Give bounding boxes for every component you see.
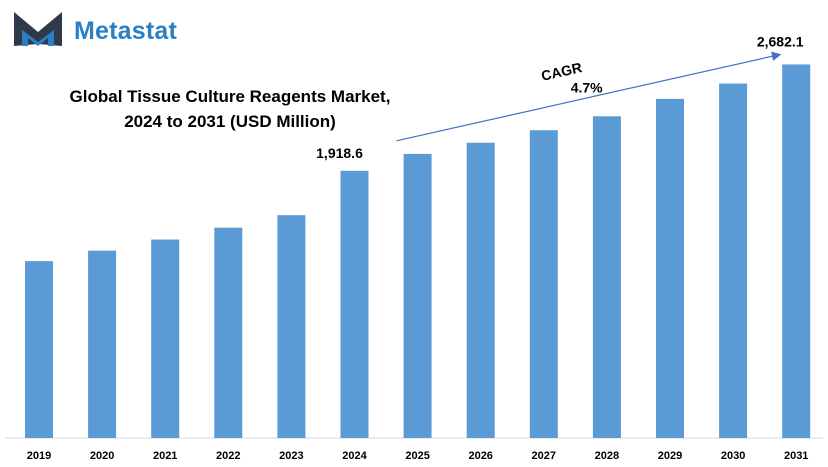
bar-2022 (214, 227, 243, 438)
x-tick-2022: 2022 (216, 450, 240, 462)
data-label-2031: 2,682.1 (757, 33, 804, 49)
metastat-m-logo-icon (14, 12, 62, 46)
x-tick-2028: 2028 (595, 450, 619, 462)
bar-2031 (782, 64, 811, 439)
bar-2030 (719, 83, 748, 439)
x-tick-2024: 2024 (342, 450, 367, 462)
x-tick-2026: 2026 (468, 450, 492, 462)
x-tick-2023: 2023 (279, 450, 303, 462)
chart-title-line2: 2024 to 2031 (USD Million) (124, 112, 336, 131)
chart-title-line1: Global Tissue Culture Reagents Market, (69, 87, 391, 106)
bar-2019 (25, 261, 53, 438)
x-tick-2031: 2031 (784, 450, 808, 462)
x-tick-2021: 2021 (153, 450, 177, 462)
data-labels: 1,918.6 2,682.1 (316, 33, 804, 160)
bar-2025 (403, 153, 432, 438)
bar-2029 (656, 98, 684, 438)
x-tick-2027: 2027 (532, 450, 556, 462)
cagr-value: 4.7% (571, 79, 603, 95)
cagr-arrow (396, 51, 782, 142)
bar-2021 (151, 239, 180, 438)
bar-2028 (592, 116, 621, 438)
x-tick-2029: 2029 (658, 450, 682, 462)
x-tick-2020: 2020 (90, 450, 114, 462)
bar-2020 (88, 250, 117, 438)
bar-2027 (529, 130, 558, 438)
data-label-2024: 1,918.6 (316, 145, 363, 161)
bar-2024 (340, 170, 369, 438)
chart-title: Global Tissue Culture Reagents Market, 2… (40, 84, 420, 134)
x-tick-labels: 2019 2020 2021 2022 2023 2024 2025 2026 2027 2028… (27, 450, 809, 462)
x-tick-2030: 2030 (721, 450, 745, 462)
bar-2023 (277, 215, 306, 438)
brand-name: Metastat (74, 17, 178, 45)
bars-group (25, 64, 811, 439)
x-tick-2019: 2019 (27, 450, 51, 462)
x-tick-2025: 2025 (405, 450, 429, 462)
bar-2026 (466, 142, 495, 438)
brand-logo: Metastat (12, 8, 222, 48)
